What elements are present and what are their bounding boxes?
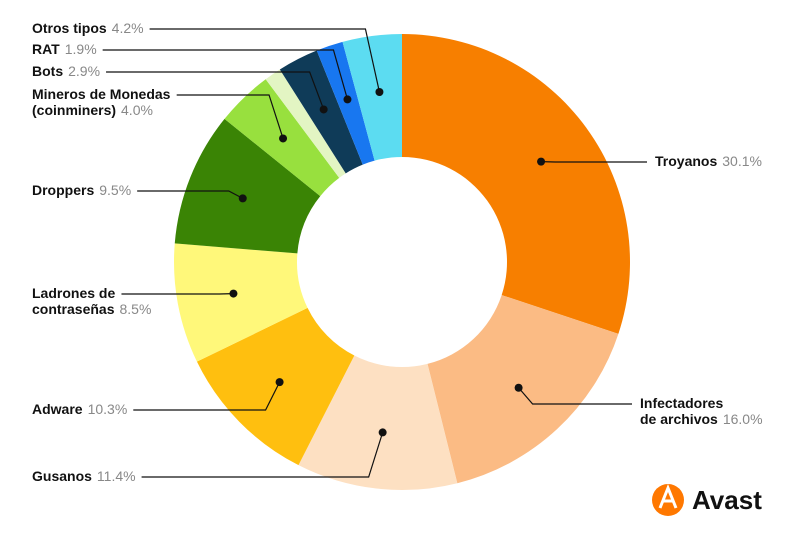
value-label: 30.1% [722,153,762,169]
category-name: Droppers [32,182,94,198]
category-name: Otros tipos [32,20,107,36]
leader-line [518,387,632,405]
brand-text: Avast [692,485,762,515]
leader-line [176,94,284,139]
slice-label: Droppers 9.5% [32,182,131,198]
slice-label: Troyanos 30.1% [655,153,762,169]
slice-label: Gusanos 11.4% [32,468,136,484]
leader-dot [514,383,523,392]
slice-label: Adware 10.3% [32,401,127,417]
category-name: de archivos [640,411,718,427]
category-name: Troyanos [655,153,717,169]
leader-dot [537,157,546,166]
value-label: 2.9% [68,63,100,79]
slice-label: Infectadores [640,395,723,411]
leader-line [141,432,384,478]
slice [342,34,402,161]
leader-line [106,71,325,110]
leader-dot [378,428,387,437]
slice [174,118,321,254]
category-name: (coinminers) [32,102,116,118]
leader-dot [375,87,384,96]
value-label: 8.5% [119,301,151,317]
slice [265,69,346,178]
leader-dot [238,194,247,203]
slice [173,243,308,362]
slice-label: contraseñas 8.5% [32,301,151,317]
leader-line [102,49,349,100]
slice-label: RAT 1.9% [32,41,97,57]
value-label: 10.3% [88,401,128,417]
value-label: 9.5% [99,182,131,198]
slice-label: de archivos 16.0% [640,411,763,427]
slice-label: Ladrones de [32,285,115,301]
leader-dot [275,378,284,387]
value-label: 4.0% [121,102,153,118]
category-name: Gusanos [32,468,92,484]
category-name: Mineros de Monedas [32,86,171,102]
slice-label: (coinminers) 4.0% [32,102,153,118]
slice [427,295,619,484]
value-label: 16.0% [723,411,763,427]
logo-glyph [658,483,678,509]
category-name: Infectadores [640,395,723,411]
value-label: 1.9% [65,41,97,57]
brand-logo: Avast [652,483,762,516]
leader-line [133,381,281,411]
category-name: Bots [32,63,63,79]
slice-label: Bots 2.9% [32,63,100,79]
value-label: 11.4% [97,468,136,484]
leader-line [149,28,381,93]
slice [402,34,630,334]
leader-dot [319,105,328,114]
leader-line [137,190,244,199]
slice-label: Mineros de Monedas [32,86,171,102]
slice [196,307,355,466]
slice [298,355,458,490]
category-name: Adware [32,401,83,417]
slice-label: Otros tipos 4.2% [32,20,144,36]
slice [316,41,375,165]
value-label: 4.2% [112,20,144,36]
category-name: Ladrones de [32,285,115,301]
category-name: contraseñas [32,301,115,317]
leader-dot [229,289,238,298]
leader-dot [343,95,352,104]
leader-dot [279,134,288,143]
category-name: RAT [32,41,60,57]
